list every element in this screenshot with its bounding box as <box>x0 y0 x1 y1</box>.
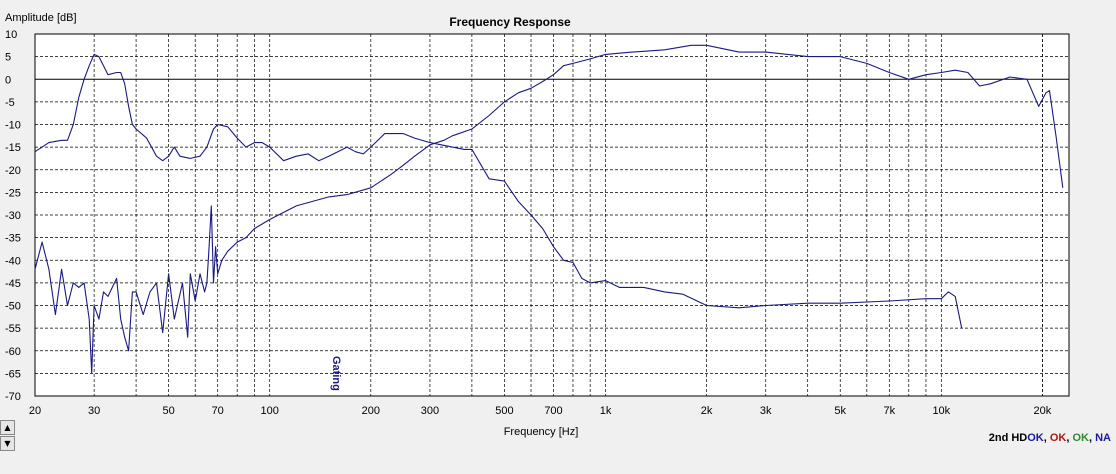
y-tick-label: -30 <box>5 210 21 222</box>
x-axis-label: Frequency [Hz] <box>504 426 579 438</box>
chart-title: Frequency Response <box>449 15 571 29</box>
status-value: NA <box>1095 432 1111 444</box>
gating-annotation: Gating <box>330 356 342 391</box>
y-tick-label: -50 <box>5 301 21 313</box>
y-tick-label: 5 <box>5 52 11 64</box>
y-tick-label: -5 <box>5 97 15 109</box>
status-values: OK, OK, OK, NA <box>1027 432 1111 444</box>
y-tick-label: -25 <box>5 187 21 199</box>
series-line-1 <box>34 53 963 329</box>
y-tick-label: 0 <box>5 74 11 86</box>
status-value: , <box>1043 432 1050 444</box>
x-tick-label: 50 <box>163 405 175 417</box>
y-tick-label: 10 <box>5 29 17 41</box>
x-tick-label: 300 <box>421 405 439 417</box>
x-tick-label: 100 <box>261 405 279 417</box>
y-tick-label: -40 <box>5 255 21 267</box>
x-tick-label: 500 <box>495 405 513 417</box>
y-tick-label: -15 <box>5 142 21 154</box>
x-tick-label: 10k <box>932 405 950 417</box>
y-tick-label: -65 <box>5 368 21 380</box>
x-tick-label: 700 <box>544 405 562 417</box>
x-tick-label: 200 <box>362 405 380 417</box>
x-tick-label: 30 <box>88 405 100 417</box>
x-tick-label: 3k <box>760 405 772 417</box>
series-group <box>34 44 1064 374</box>
status-value: , <box>1088 432 1096 444</box>
status-bar: 2nd HDOK, OK, OK, NA <box>989 432 1111 444</box>
grid <box>35 34 1069 396</box>
y-tick-label: -60 <box>5 346 21 358</box>
scroll-up-button[interactable]: ▲ <box>0 420 15 435</box>
y-tick-label: -70 <box>5 391 21 403</box>
scroll-down-button[interactable]: ▼ <box>0 436 15 451</box>
x-tick-label: 2k <box>701 405 713 417</box>
x-tick-label: 1k <box>600 405 612 417</box>
y-tick-label: -45 <box>5 278 21 290</box>
y-tick-label: -55 <box>5 323 21 335</box>
x-tick-label: 70 <box>212 405 224 417</box>
x-tick-label: 5k <box>834 405 846 417</box>
x-tick-label: 20k <box>1034 405 1052 417</box>
status-value: , <box>1066 432 1073 444</box>
y-tick-label: -10 <box>5 120 21 132</box>
y-axis-label: Amplitude [dB] <box>5 12 77 24</box>
series-line-2 <box>34 44 1064 374</box>
status-label: 2nd HD <box>988 432 1028 444</box>
y-tick-labels: 10 5 0 -5 -10 -15 -20 -25 -30 -35 -40 -45 -50 -55 -60 -… <box>5 29 21 403</box>
x-tick-label: 7k <box>883 405 895 417</box>
x-tick-labels: 20 30 50 70 100 200 300 500 700 1k 2k 3k 5k 7k 10k 20k <box>29 405 1052 417</box>
status-value: OK <box>1027 432 1044 444</box>
status-value: OK <box>1072 432 1089 444</box>
scroll-control[interactable]: ▲ ▼ <box>0 420 15 451</box>
y-tick-label: -35 <box>5 233 21 245</box>
x-tick-label: 20 <box>29 405 41 417</box>
y-tick-label: -20 <box>5 165 21 177</box>
status-value: OK <box>1049 432 1067 444</box>
